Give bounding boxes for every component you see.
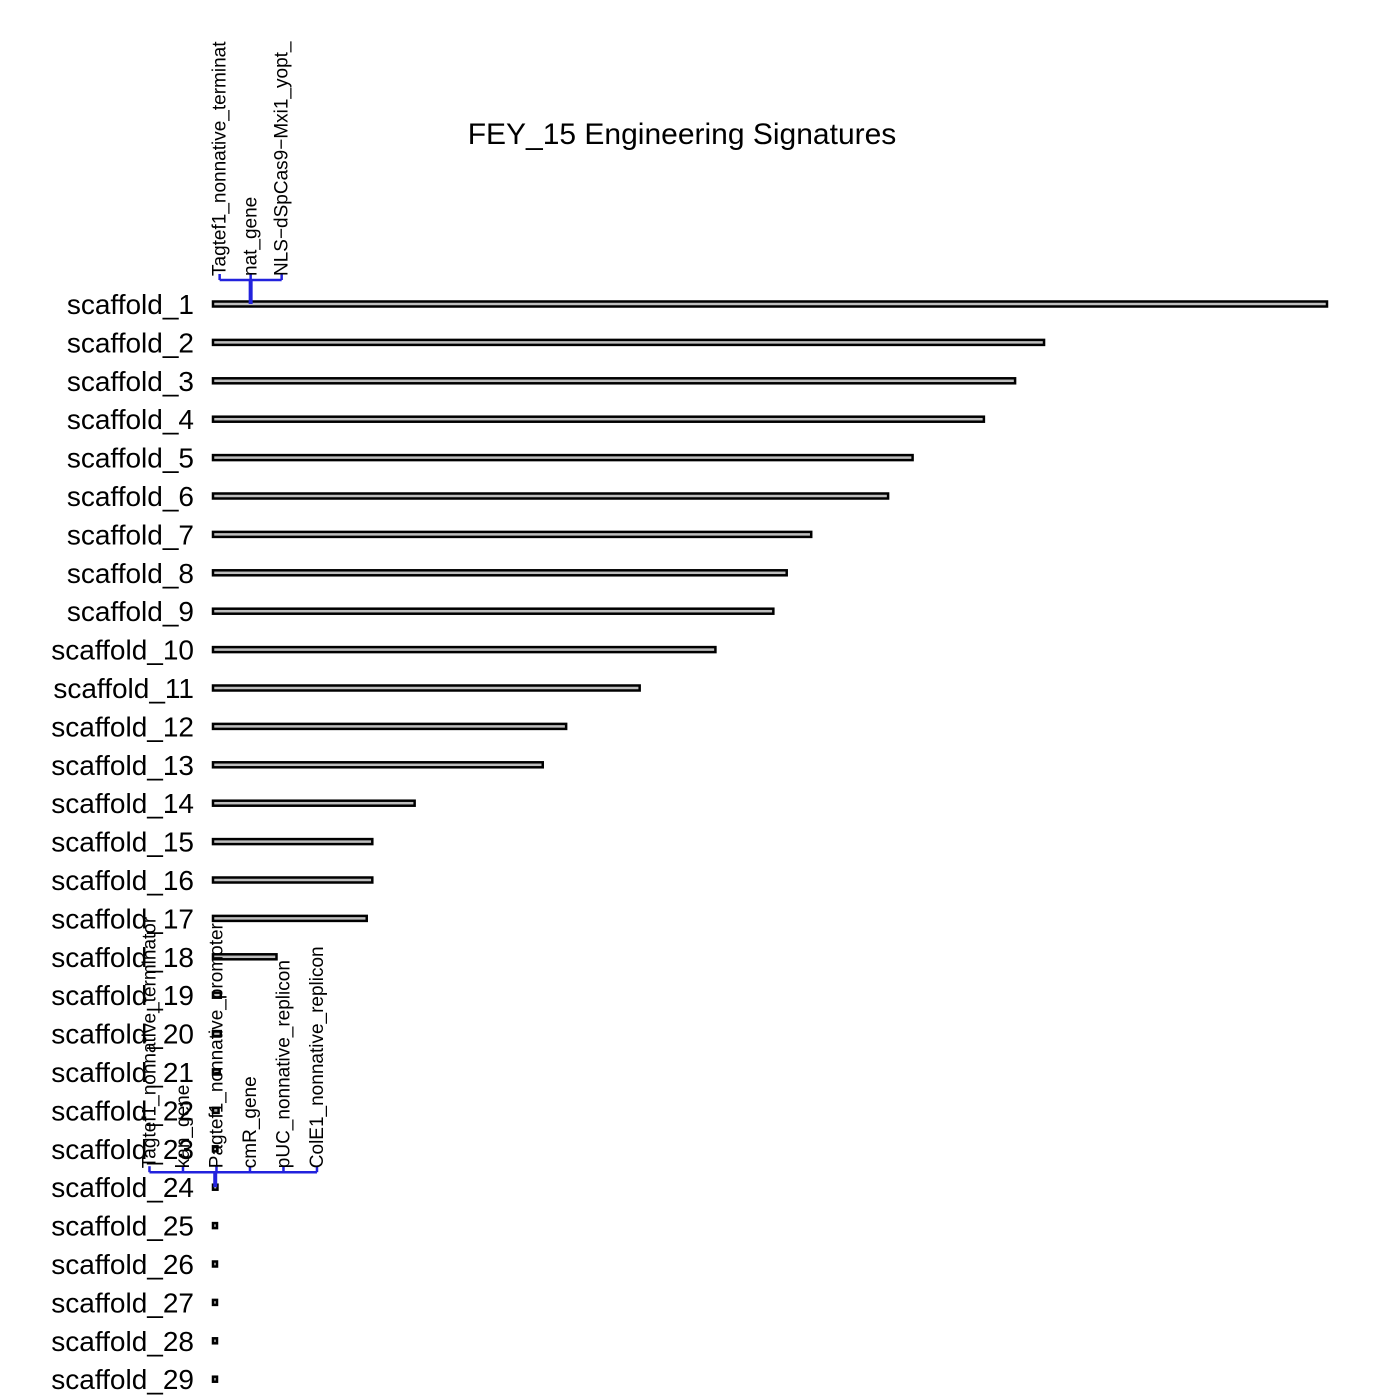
bar-scaffold-13 [211,761,544,769]
row-label-scaffold-15: scaffold_15 [51,827,194,858]
feature-label: nat_gene [241,197,262,276]
bar-scaffold-29 [211,1375,219,1383]
bar-scaffold-1 [211,300,1329,308]
row-label-scaffold-1: scaffold_1 [67,289,194,320]
bar-scaffold-21 [211,1068,221,1076]
bar-scaffold-20 [211,1029,223,1038]
bar-scaffold-10 [211,645,717,654]
bar-scaffold-17 [211,914,368,923]
row-label-scaffold-22: scaffold_22 [51,1095,194,1126]
row-label-scaffold-14: scaffold_14 [51,788,194,819]
row-label-scaffold-29: scaffold_29 [51,1364,194,1395]
feature-bracket-scaffold-24: Tagtef1_nonnative_terminator kan_gene Pagt… [139,916,328,1188]
row-label-scaffold-27: scaffold_27 [51,1287,194,1318]
bar-scaffold-6 [211,492,890,500]
bar-scaffold-28 [211,1337,219,1345]
row-label-scaffold-17: scaffold_17 [51,903,194,934]
bar-scaffold-18 [211,953,278,961]
row-label-scaffold-19: scaffold_19 [51,980,194,1011]
row-label-scaffold-28: scaffold_28 [51,1326,194,1357]
bar-scaffold-22 [211,1106,220,1115]
row-label-scaffold-16: scaffold_16 [51,865,194,896]
row-label-scaffold-10: scaffold_10 [51,635,194,666]
row-label-scaffold-6: scaffold_6 [67,481,194,512]
feature-bracket-scaffold-1: Tagtef1_nonnative_terminat nat_gene NLS−dS… [210,41,293,304]
feature-label: pUC_nonnative_replicon [273,960,294,1168]
feature-label: Tagtef1_nonnative_terminat [210,41,231,276]
row-label-scaffold-4: scaffold_4 [67,404,194,435]
feature-label: NLS−dSpCas9−Mxi1_yopt_ [272,41,293,276]
row-label-scaffold-26: scaffold_26 [51,1249,194,1280]
bar-scaffold-23 [211,1145,219,1153]
bar-scaffold-11 [211,684,641,692]
bar-scaffold-26 [211,1260,219,1268]
bar-scaffold-4 [211,415,986,423]
row-labels-layer: scaffold_1 scaffold_2 scaffold_3 scaffold_4… [51,289,194,1395]
feature-label: kan_gene [173,1085,194,1168]
bar-scaffold-19 [211,991,223,999]
row-label-scaffold-13: scaffold_13 [51,750,194,781]
bar-scaffold-8 [211,569,788,577]
row-label-scaffold-7: scaffold_7 [67,519,194,550]
bar-scaffold-27 [211,1298,219,1307]
row-label-scaffold-23: scaffold_23 [51,1134,194,1165]
bar-scaffold-5 [211,453,914,462]
bar-scaffold-12 [211,722,568,731]
row-label-scaffold-5: scaffold_5 [67,443,194,474]
row-label-scaffold-18: scaffold_18 [51,942,194,973]
feature-label: Tagtef1_nonnative_terminator [139,916,160,1168]
row-label-scaffold-9: scaffold_9 [67,596,194,627]
row-label-scaffold-24: scaffold_24 [51,1172,194,1203]
row-label-scaffold-20: scaffold_20 [51,1019,194,1050]
row-label-scaffold-2: scaffold_2 [67,327,194,358]
row-label-scaffold-21: scaffold_21 [51,1057,194,1088]
bar-scaffold-25 [211,1221,219,1230]
row-label-scaffold-8: scaffold_8 [67,558,194,589]
feature-marks-layer: Tagtef1_nonnative_terminat nat_gene NLS−dS… [139,41,328,1188]
chart-title: FEY_15 Engineering Signatures [468,118,897,151]
row-label-scaffold-25: scaffold_25 [51,1211,194,1242]
bar-scaffold-9 [211,607,775,615]
row-label-scaffold-11: scaffold_11 [53,673,194,704]
bar-scaffold-15 [211,837,374,846]
bar-scaffold-16 [211,876,374,884]
feature-label: ColE1_nonnative_replicon [307,946,328,1168]
bar-scaffold-3 [211,377,1017,385]
bar-scaffold-2 [211,338,1046,347]
row-label-scaffold-3: scaffold_3 [67,366,194,397]
bars-layer [211,300,1329,1383]
row-label-scaffold-12: scaffold_12 [51,711,194,742]
feature-label: Pagtef1_nonnative_promoter [206,922,227,1168]
bar-scaffold-7 [211,530,813,539]
bar-scaffold-14 [211,799,416,807]
feature-label: cmR_gene [240,1076,261,1168]
